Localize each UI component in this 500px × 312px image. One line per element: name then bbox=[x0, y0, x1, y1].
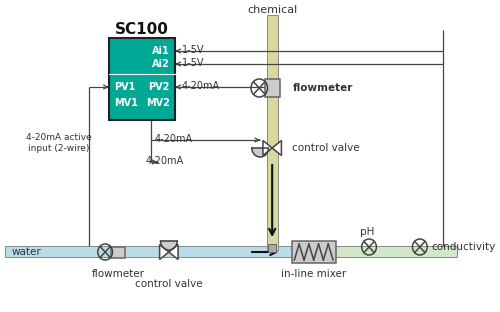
Text: 4-20mA active
input (2-wire): 4-20mA active input (2-wire) bbox=[26, 133, 92, 154]
Text: control valve: control valve bbox=[135, 279, 202, 289]
Bar bbox=[4, 246, 456, 257]
Text: MV2: MV2 bbox=[146, 98, 170, 108]
Text: PV2: PV2 bbox=[148, 82, 170, 92]
Polygon shape bbox=[272, 140, 281, 155]
Bar bbox=[268, 244, 276, 252]
Text: Ai2: Ai2 bbox=[152, 59, 170, 69]
Text: control valve: control valve bbox=[292, 143, 360, 153]
Polygon shape bbox=[160, 241, 177, 250]
Polygon shape bbox=[160, 245, 169, 260]
Text: SC100: SC100 bbox=[115, 22, 169, 37]
Text: 1-5V: 1-5V bbox=[182, 45, 204, 55]
Text: 4-20mA: 4-20mA bbox=[146, 156, 184, 166]
Text: conductivity: conductivity bbox=[431, 242, 495, 252]
Text: pH: pH bbox=[360, 227, 374, 237]
Text: in-line mixer: in-line mixer bbox=[281, 269, 346, 279]
Bar bbox=[265, 79, 280, 97]
Text: chemical: chemical bbox=[247, 5, 298, 15]
Bar bbox=[109, 38, 176, 120]
Text: MV1: MV1 bbox=[114, 98, 138, 108]
Bar bbox=[110, 246, 126, 257]
Bar bbox=[335, 246, 456, 257]
Text: Ai1: Ai1 bbox=[152, 46, 170, 56]
Text: 4-20mA: 4-20mA bbox=[182, 81, 220, 91]
Text: flowmeter: flowmeter bbox=[292, 83, 353, 93]
Bar bbox=[266, 15, 278, 250]
Polygon shape bbox=[263, 140, 272, 155]
Bar bbox=[292, 241, 336, 263]
Text: PV1: PV1 bbox=[114, 82, 136, 92]
Polygon shape bbox=[252, 148, 268, 157]
Text: water: water bbox=[11, 247, 41, 257]
Polygon shape bbox=[169, 245, 178, 260]
Text: 4-20mA: 4-20mA bbox=[155, 134, 193, 144]
Text: 1-5V: 1-5V bbox=[182, 58, 204, 68]
Text: flowmeter: flowmeter bbox=[92, 269, 144, 279]
